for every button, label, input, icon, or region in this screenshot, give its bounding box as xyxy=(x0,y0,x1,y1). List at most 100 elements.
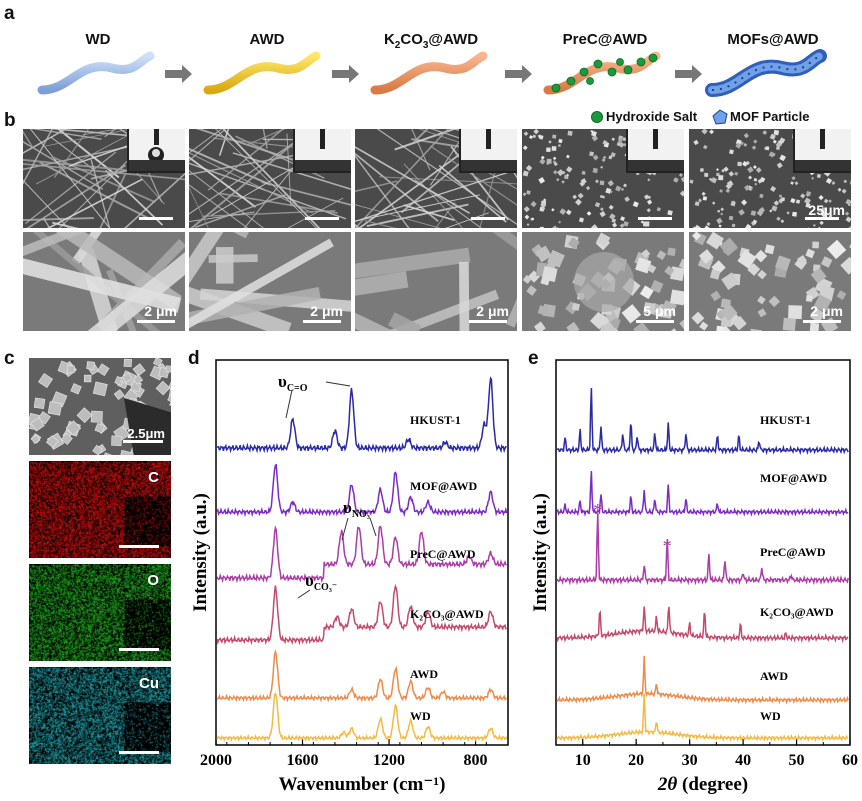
eds-label-cu: Cu xyxy=(139,675,159,692)
k2co3-sub3: 3 xyxy=(422,40,429,51)
scale-label: 2 μm xyxy=(144,303,177,319)
fiber-wd xyxy=(37,51,155,95)
eds-label-c: C xyxy=(148,469,159,486)
ftir-chart: 2000 1600 1200 800 Wavenumber (cm⁻¹) Intensit… xyxy=(190,359,509,795)
x-tick-label: 1600 xyxy=(287,752,319,769)
k2co3-rest: CO xyxy=(400,31,423,48)
series-label: WD xyxy=(760,709,781,723)
sem-image-top-3 xyxy=(354,128,518,229)
eds-map-o-canvas xyxy=(29,564,171,661)
annotation-co3: υCO₃⁻ xyxy=(305,571,337,593)
scale-bar xyxy=(638,217,672,220)
sem-image-bottom-1: 2 μm xyxy=(22,231,186,332)
x-tick-label: 2000 xyxy=(200,752,232,769)
scale-bar xyxy=(303,320,341,323)
stage-label-prec: PreC@AWD xyxy=(562,31,648,48)
eds-label-o: O xyxy=(147,572,159,589)
eds-o-scale-bar xyxy=(119,648,159,651)
contact-angle-inset xyxy=(293,129,351,173)
sem-texture xyxy=(522,232,684,331)
eds-c-scale-bar xyxy=(119,545,159,548)
peak-star-marker: * xyxy=(593,500,602,520)
fiber-awd xyxy=(203,51,321,95)
scale-bar xyxy=(636,320,674,323)
series-label: PreC@AWD xyxy=(410,547,476,561)
hydroxide-dots xyxy=(551,53,658,93)
x-axis-label: 2θ (degree) xyxy=(657,774,748,795)
plot-frame xyxy=(555,359,851,746)
panel-label-b: b xyxy=(4,110,16,131)
eds-map-o: O xyxy=(28,563,172,662)
eds-sem-texture xyxy=(29,358,171,455)
eds-map-c-canvas xyxy=(29,461,171,558)
series-line xyxy=(556,512,849,586)
annotation-leader xyxy=(285,389,293,419)
contact-angle-inset xyxy=(127,129,185,173)
sem-image-top-2 xyxy=(188,128,352,229)
sem-texture xyxy=(189,232,351,331)
series-label: AWD xyxy=(410,667,438,681)
series-line xyxy=(556,606,849,644)
scale-bar xyxy=(139,217,173,220)
series-label: MOF@AWD xyxy=(410,479,477,493)
peak-star-marker: * xyxy=(663,536,672,556)
sem-texture xyxy=(355,232,517,331)
sem-image-bottom-4: 5 μm xyxy=(521,231,685,332)
series-line xyxy=(216,648,507,703)
panel-label-e: e xyxy=(528,348,539,369)
sem-image-top-1 xyxy=(22,128,186,229)
sem-image-top-4 xyxy=(521,128,685,229)
droplet-image xyxy=(628,129,684,171)
hydroxide-legend-icon xyxy=(591,111,603,123)
series-line xyxy=(216,463,508,518)
annotation-leader xyxy=(369,517,377,537)
eds-scale-label: 2.5μm xyxy=(127,426,165,441)
droplet-image xyxy=(795,129,851,171)
panel-label-d: d xyxy=(188,348,200,369)
panel-label-c: c xyxy=(4,348,15,369)
plot-frame xyxy=(215,359,509,746)
sem-image-bottom-5: 2 μm xyxy=(688,231,852,332)
x-axis-label: Wavenumber (cm⁻¹) xyxy=(279,774,446,795)
k2co3-awd: @AWD xyxy=(428,31,479,48)
legend-hydroxide: Hydroxide Salt xyxy=(606,109,698,124)
scale-bar xyxy=(803,320,841,323)
sem-texture xyxy=(689,232,851,331)
fiber-prec xyxy=(543,51,661,95)
eds-cu-scale-bar xyxy=(119,751,159,754)
eds-scale-bar xyxy=(123,440,163,443)
y-axis-label: Intensity (a.u.) xyxy=(530,493,551,612)
annotation-leader xyxy=(341,517,349,541)
series-label: K₂CO₃@AWD xyxy=(760,605,834,619)
stage-label-mofs: MOFs@AWD xyxy=(727,31,819,48)
series-line xyxy=(216,376,507,454)
y-axis-label: Intensity (a.u.) xyxy=(190,493,211,612)
sem-image-bottom-2: 2 μm xyxy=(188,231,352,332)
sem-texture xyxy=(355,129,517,228)
eds-map-cu: Cu xyxy=(28,666,172,765)
stage-label-wd: WD xyxy=(85,31,111,48)
scale-label: 25μm xyxy=(808,202,845,218)
droplet-image xyxy=(461,129,517,171)
annotation-leader xyxy=(297,589,311,599)
eds-map-c: C xyxy=(28,460,172,559)
annotation-leader xyxy=(325,381,351,387)
scale-label: 2 μm xyxy=(810,303,843,319)
scale-bar xyxy=(137,320,175,323)
series-label: HKUST-1 xyxy=(760,413,811,427)
series-line xyxy=(216,525,507,584)
x-tick-label: 30 xyxy=(682,752,698,769)
series-label: MOF@AWD xyxy=(760,471,827,485)
panel-label-a: a xyxy=(4,3,15,24)
k2co3-k: K xyxy=(383,31,395,48)
series-line xyxy=(556,471,849,517)
eds-map-cu-canvas xyxy=(29,667,171,764)
x-tick-label: 60 xyxy=(842,752,858,769)
process-arrows xyxy=(165,65,702,83)
x-tick-label: 50 xyxy=(789,752,805,769)
x-tick-label: 1200 xyxy=(373,752,405,769)
x-tick-label: 800 xyxy=(464,752,488,769)
sem-texture xyxy=(189,129,351,228)
scale-bar xyxy=(469,320,507,323)
x-tick-label: 10 xyxy=(575,752,591,769)
